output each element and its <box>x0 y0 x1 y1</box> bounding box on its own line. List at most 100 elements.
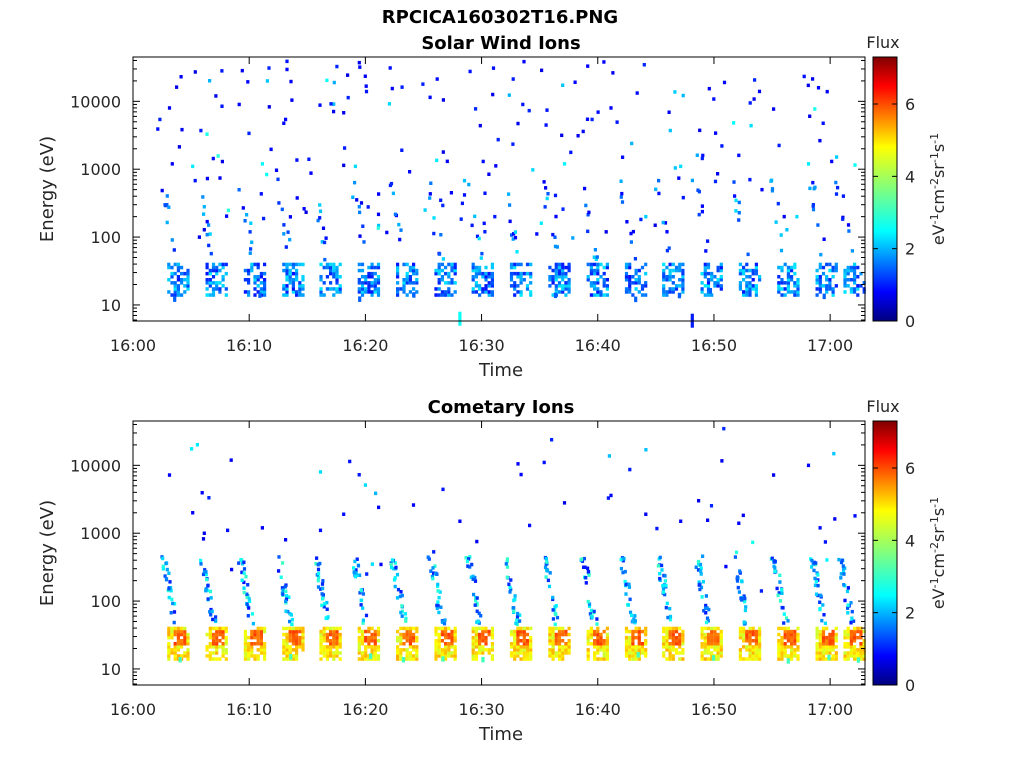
heat-cell <box>631 632 635 637</box>
heat-cell <box>593 281 597 285</box>
heat-cell <box>218 657 222 661</box>
heat-cell <box>183 278 187 282</box>
heat-cell <box>263 271 267 276</box>
heat-cell <box>557 635 562 640</box>
heat-cell <box>263 645 267 649</box>
heat-cell <box>586 635 590 640</box>
heat-cell <box>519 472 523 477</box>
heat-cell <box>408 629 412 634</box>
heat-cell <box>402 632 406 637</box>
heat-cell <box>453 268 457 273</box>
heat-cell <box>681 632 685 637</box>
heat-cell <box>790 629 794 634</box>
heat-cell <box>806 463 811 468</box>
heat-cell <box>165 194 169 198</box>
heat-cell <box>751 268 755 273</box>
heat-cell <box>644 281 648 285</box>
heat-cell <box>224 651 228 655</box>
heat-cell <box>291 287 295 291</box>
heat-cell <box>522 626 526 631</box>
heat-cell <box>415 635 419 640</box>
heat-cell <box>357 205 361 209</box>
heat-cell <box>288 215 292 219</box>
heat-cell <box>444 293 448 297</box>
heat-cell <box>263 281 267 285</box>
heat-cell <box>859 645 863 649</box>
heat-cell <box>481 632 485 637</box>
heat-cell <box>440 639 444 643</box>
heat-cell <box>719 632 723 637</box>
heat-cell <box>754 642 758 646</box>
heat-cell <box>557 632 562 637</box>
unit-base: sr <box>929 527 948 542</box>
heat-cell <box>624 592 628 596</box>
heat-cell <box>484 290 488 294</box>
heat-cell <box>256 632 260 637</box>
heat-cell <box>508 203 512 207</box>
heat-cell <box>831 290 835 294</box>
heat-cell <box>240 578 244 582</box>
heat-cell <box>745 281 749 285</box>
heat-cell <box>285 284 289 288</box>
heat-cell <box>291 290 295 294</box>
heat-cell <box>703 657 707 661</box>
heat-cell <box>243 657 247 661</box>
heat-cell <box>758 629 762 634</box>
heat-cell <box>644 639 648 643</box>
heat-cell <box>619 179 623 183</box>
heat-cell <box>408 170 412 174</box>
heat-cell <box>605 651 609 655</box>
heat-cell <box>176 645 180 649</box>
heat-cell <box>778 573 782 578</box>
heat-cell <box>810 565 814 569</box>
y-tick-label: 1000 <box>80 160 121 179</box>
heat-cell <box>247 648 251 652</box>
heat-cell <box>176 265 180 270</box>
heat-cell <box>665 645 669 649</box>
heat-cell <box>818 287 822 291</box>
heat-cell <box>567 262 571 267</box>
heat-cell <box>831 642 835 646</box>
heat-cell <box>444 648 448 652</box>
heat-cell <box>589 293 593 297</box>
heat-cell <box>700 635 704 640</box>
heat-cell <box>681 642 685 646</box>
heat-cell <box>816 573 820 577</box>
heat-cell <box>291 265 295 270</box>
heat-cell <box>779 248 784 253</box>
heat-cell <box>205 281 209 285</box>
heat-cell <box>719 275 723 279</box>
heat-cell <box>250 240 254 244</box>
heat-cell <box>671 645 675 649</box>
heat-cell <box>477 611 481 616</box>
heat-cell <box>216 154 220 158</box>
heat-cell <box>285 645 289 649</box>
heat-cell <box>453 635 457 640</box>
heat-cell <box>551 278 555 282</box>
heat-cell <box>258 292 262 298</box>
heat-cell <box>780 268 784 273</box>
heat-cell <box>546 192 550 196</box>
heat-cell <box>548 642 552 646</box>
heat-cell <box>849 645 853 649</box>
heat-cell <box>777 654 781 658</box>
heat-cell <box>813 583 817 588</box>
heat-cell <box>364 613 369 618</box>
heat-cell <box>173 657 177 661</box>
heat-cell <box>674 651 679 655</box>
heat-cell <box>751 645 755 649</box>
heat-cell <box>180 632 184 637</box>
heat-cell <box>821 648 826 652</box>
heat-cell <box>749 123 753 128</box>
heat-cell <box>319 635 323 640</box>
heat-cell <box>317 575 321 579</box>
heat-cell <box>806 162 811 166</box>
heat-cell <box>712 97 716 101</box>
heat-cell <box>703 275 707 279</box>
heat-cell <box>668 642 672 646</box>
heat-cell <box>661 590 666 594</box>
heat-cell <box>338 626 342 631</box>
heat-cell <box>740 598 744 602</box>
heat-cell <box>367 657 371 661</box>
heat-cell <box>790 657 794 661</box>
